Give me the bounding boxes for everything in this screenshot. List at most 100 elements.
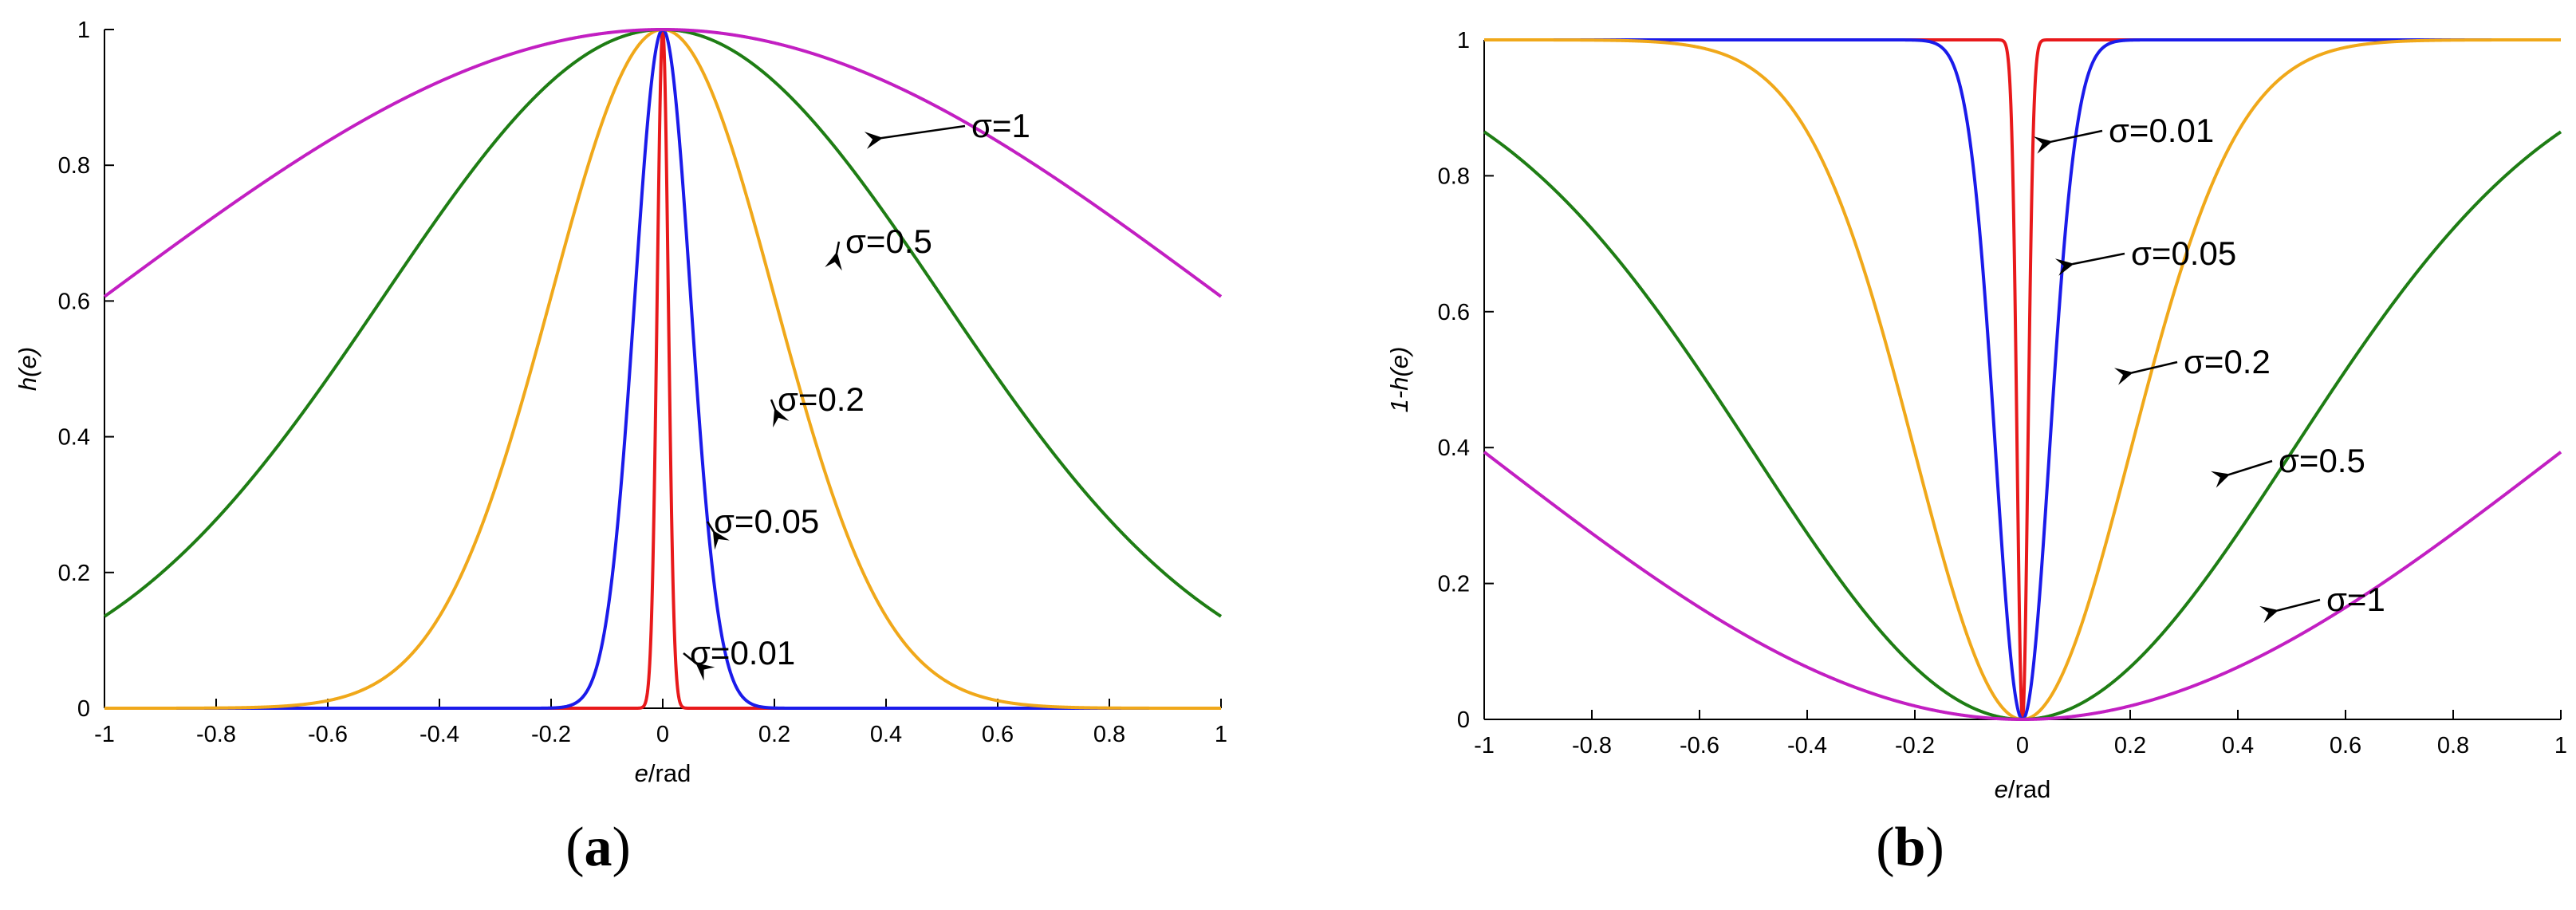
annotation-arrow [706,521,730,550]
y-axis-label-close: ) [1385,347,1413,358]
y-tick-label: 1 [77,18,90,43]
series-line-sigma-1 [1483,451,2562,721]
x-tick-label: -0.2 [1895,733,1935,758]
annotation: σ=0.2 [2113,343,2271,385]
y-tick-label: 0 [77,696,90,722]
annotation-label: σ=0.2 [778,380,865,418]
annotation-arrow [770,399,790,428]
panel-label-close: ) [612,817,631,878]
annotation-arrow [2033,129,2103,154]
y-tick-label: 0.6 [1438,300,1470,325]
annotation: σ=0.2 [770,380,865,428]
annotation: σ=0.5 [825,223,932,271]
y-axis-label-func: h( [1385,367,1413,391]
y-tick-label: 0.2 [58,561,90,586]
y-tick-label: 0.8 [1438,163,1470,189]
x-tick-label: -0.8 [1572,733,1612,758]
series-line-sigma-0_2 [103,28,1223,710]
x-tick-label: 0.6 [982,722,1014,747]
y-tick-label: 1 [1457,28,1470,53]
x-tick-label: 0.4 [870,722,902,747]
x-tick-label: -0.8 [196,722,236,747]
annotation-label: σ=1 [2326,581,2385,618]
panel-label-letter: b [1895,817,1926,878]
y-tick-label: 0.6 [58,289,90,314]
x-tick-label: 1 [1215,722,1227,747]
annotation: σ=0.05 [2054,234,2236,276]
annotation-label: σ=1 [971,107,1030,144]
series-line-sigma-0_01 [103,28,1223,710]
x-tick-label: -0.2 [531,722,571,747]
x-tick-label: 0.4 [2222,733,2254,758]
x-tick-label: 0.6 [2330,733,2361,758]
annotation: σ=0.01 [683,634,795,681]
x-tick-label: -0.6 [1680,733,1719,758]
x-axis-label-var: e [1995,775,2008,803]
series-line-sigma-0_5 [1483,130,2562,721]
annotation: σ=0.5 [2211,442,2365,488]
series-group [103,28,1223,710]
annotation-label: σ=0.05 [2131,234,2236,272]
series-line-sigma-0_05 [1483,38,2562,721]
x-tick-label: 0 [2016,733,2029,758]
y-axis-label-var: e [14,355,41,368]
annotation-arrow [825,241,842,271]
annotation: σ=0.05 [706,502,819,550]
y-tick-label: 0.8 [58,153,90,179]
annotation-label: σ=0.01 [690,634,795,672]
x-tick-label: -0.6 [308,722,348,747]
y-tick-label: 0 [1457,707,1470,733]
x-tick-label: -1 [94,722,115,747]
y-axis-label-func: h( [14,367,41,391]
y-axis-label-prefix: 1- [1385,391,1413,413]
panel-label: (a) [565,817,631,878]
annotation-arrow [683,652,715,681]
x-tick-label: 0.8 [2437,733,2469,758]
x-axis-label-unit: /rad [2008,775,2050,803]
y-tick-label: 0.4 [1438,435,1470,461]
annotation-arrow [2211,459,2273,488]
annotation-label: σ=0.01 [2109,112,2214,149]
x-tick-label: -1 [1474,733,1495,758]
panel-label-close: ) [1925,817,1944,878]
annotation: σ=0.01 [2033,112,2214,154]
annotation-label: σ=0.5 [845,223,932,260]
panel-label-letter: a [585,817,612,878]
annotation-arrow [2113,360,2178,385]
x-axis-label: e/rad [1995,775,2051,803]
series-line-sigma-1 [103,28,1223,298]
panel-label-open: ( [1876,817,1894,878]
panel-label: (b) [1876,817,1944,878]
annotation-label: σ=0.05 [714,502,819,540]
annotation: σ=1 [2259,581,2385,624]
annotation-arrow [2259,598,2321,624]
x-tick-label: -0.4 [1787,733,1827,758]
y-axis-label: h(e) [14,347,41,391]
y-axis-label: 1-h(e) [1385,347,1413,413]
chart-panel-a: -1 -0.8 -0.6 -0.4 -0.2 0 0.2 0.4 0.6 0.8 1 0 0.2 0.4 0… [14,18,1227,878]
y-tick-label: 0.4 [58,425,90,451]
series-line-sigma-0_01 [1483,38,2562,721]
x-tick-label: 0.2 [758,722,790,747]
y-axis-label-var: e [1385,355,1413,368]
annotation-arrow [2054,252,2125,276]
annotation-label: σ=0.5 [2279,442,2365,479]
series-line-sigma-0_2 [1483,38,2562,721]
x-axis-label: e/rad [635,759,691,787]
series-line-sigma-0_05 [103,28,1223,710]
x-tick-label: -0.4 [419,722,459,747]
x-tick-label: 0 [656,722,669,747]
y-tick-label: 0.2 [1438,572,1470,597]
series-group [1483,38,2562,721]
x-axis-label-var: e [635,759,648,787]
y-axis-label-close: ) [14,347,41,358]
annotation-label: σ=0.2 [2184,343,2271,380]
x-tick-label: 0.8 [1093,722,1125,747]
x-tick-label: 1 [2554,733,2567,758]
x-tick-label: 0.2 [2114,733,2146,758]
annotation-arrow [864,124,966,149]
chart-panel-b: -1 -0.8 -0.6 -0.4 -0.2 0 0.2 0.4 0.6 0.8 1 0 0.2 0.4 0… [1385,28,2567,878]
annotation: σ=1 [864,107,1030,149]
panel-label-open: ( [565,817,584,878]
